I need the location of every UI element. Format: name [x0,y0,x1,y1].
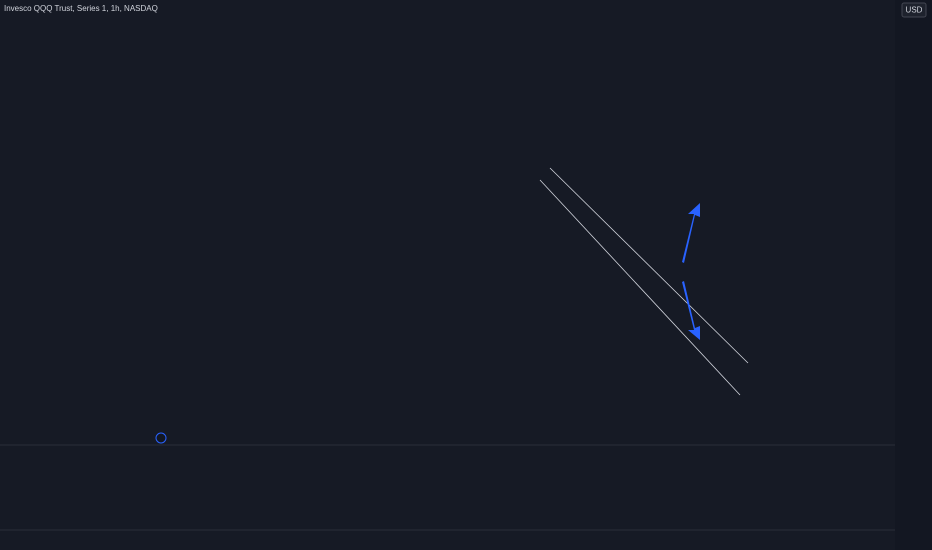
currency: USD [906,6,923,15]
arrow-up [682,203,700,263]
price-axis [895,0,932,550]
chart-title: Invesco QQQ Trust, Series 1, 1h, NASDAQ [4,4,158,13]
dividend-marker [155,432,167,444]
arrow-down [682,281,700,340]
currency-box [901,2,927,18]
channel-line [539,179,741,396]
channel-line [549,167,749,364]
